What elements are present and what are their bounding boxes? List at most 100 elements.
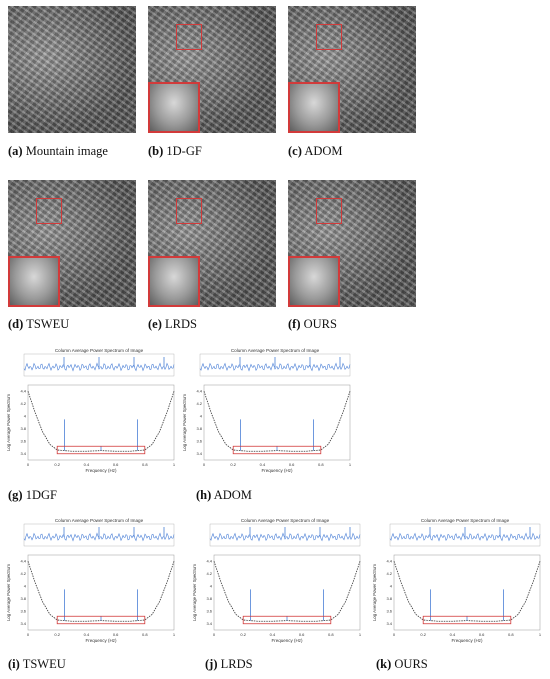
x-tick-label: 0.6 bbox=[299, 632, 305, 637]
zoom-inset bbox=[8, 256, 60, 307]
plot-1dgf: Column Average Power Spectrum of Image 0 0… bbox=[6, 348, 176, 473]
y-axis-label: Log Average Power Spectrum bbox=[6, 394, 11, 451]
x-tick-label: 0.8 bbox=[142, 462, 148, 467]
top-plot-title: Column Average Power Spectrum of Image bbox=[231, 348, 320, 353]
highlight-box bbox=[242, 615, 332, 625]
highlight-box bbox=[422, 615, 512, 625]
y-axis-label: Log Average Power Spectrum bbox=[6, 564, 11, 621]
highlight-box bbox=[232, 445, 322, 455]
top-plot-title: Column Average Power Spectrum of Image bbox=[55, 348, 144, 353]
x-tick-label: 0 bbox=[213, 632, 216, 637]
y-tick-label: 4 bbox=[390, 584, 393, 589]
image-ours bbox=[288, 180, 416, 307]
spectrum-line bbox=[213, 561, 361, 622]
plot-frame bbox=[203, 384, 351, 461]
y-tick-label: 4.4 bbox=[20, 559, 26, 564]
x-axis-label: Frequency (Hz) bbox=[451, 638, 483, 643]
top-plot-series bbox=[23, 362, 175, 372]
y-tick-label: 4.4 bbox=[20, 389, 26, 394]
y-tick-label: 3.6 bbox=[20, 609, 26, 614]
y-tick-label: 4.2 bbox=[386, 571, 392, 576]
x-tick-label: 0.6 bbox=[113, 632, 119, 637]
y-tick-label: 3.8 bbox=[20, 596, 26, 601]
x-tick-label: 0.2 bbox=[54, 462, 60, 467]
spectrum-line bbox=[203, 391, 351, 452]
x-axis-label: Frequency (Hz) bbox=[85, 638, 117, 643]
image-adom bbox=[288, 6, 416, 133]
top-plot-title: Column Average Power Spectrum of Image bbox=[241, 518, 330, 523]
y-tick-label: 4.2 bbox=[20, 571, 26, 576]
top-plot-title: Column Average Power Spectrum of Image bbox=[55, 518, 144, 523]
x-tick-label: 0 bbox=[203, 462, 206, 467]
y-tick-label: 3.6 bbox=[386, 609, 392, 614]
y-tick-label: 4.2 bbox=[206, 571, 212, 576]
caption-b: (b) 1D-GF bbox=[148, 144, 202, 158]
x-tick-label: 0.8 bbox=[142, 632, 148, 637]
x-tick-label: 0.8 bbox=[318, 462, 324, 467]
x-tick-label: 1 bbox=[173, 462, 176, 467]
plot-ours: Column Average Power Spectrum of Image 0 0… bbox=[372, 518, 542, 643]
caption-a: (a) Mountain image bbox=[8, 144, 108, 158]
y-tick-label: 3.8 bbox=[196, 426, 202, 431]
x-tick-label: 1 bbox=[359, 632, 362, 637]
y-tick-label: 4.4 bbox=[206, 559, 212, 564]
x-axis-label: Frequency (Hz) bbox=[85, 468, 117, 473]
x-tick-label: 0.6 bbox=[479, 632, 485, 637]
top-plot-series bbox=[23, 532, 175, 542]
x-tick-label: 0 bbox=[27, 632, 30, 637]
y-tick-label: 4 bbox=[210, 584, 213, 589]
caption-j: (j) LRDS bbox=[205, 657, 253, 671]
image-tsweu bbox=[8, 180, 136, 307]
x-tick-label: 0.8 bbox=[328, 632, 334, 637]
y-tick-label: 3.6 bbox=[206, 609, 212, 614]
plot-frame bbox=[213, 554, 361, 631]
zoom-inset bbox=[288, 82, 340, 133]
x-tick-label: 0.4 bbox=[84, 462, 90, 467]
y-axis-label: Log Average Power Spectrum bbox=[372, 564, 377, 621]
plot-frame bbox=[27, 384, 175, 461]
x-tick-label: 0.8 bbox=[508, 632, 514, 637]
top-plot-title: Column Average Power Spectrum of Image bbox=[421, 518, 510, 523]
y-tick-label: 3.4 bbox=[206, 621, 212, 626]
x-tick-label: 0.6 bbox=[289, 462, 295, 467]
x-tick-label: 0.4 bbox=[450, 632, 456, 637]
y-tick-label: 4.4 bbox=[196, 389, 202, 394]
y-tick-label: 3.8 bbox=[20, 426, 26, 431]
x-tick-label: 0 bbox=[393, 632, 396, 637]
plot-adom: Column Average Power Spectrum of Image 0 0… bbox=[182, 348, 352, 473]
x-axis-label: Frequency (Hz) bbox=[271, 638, 303, 643]
y-tick-label: 3.4 bbox=[196, 451, 202, 456]
zoom-inset bbox=[148, 256, 200, 307]
y-tick-label: 3.8 bbox=[206, 596, 212, 601]
y-tick-label: 4.2 bbox=[20, 401, 26, 406]
plot-lrds: Column Average Power Spectrum of Image 0 0… bbox=[192, 518, 362, 643]
top-plot-series bbox=[389, 532, 541, 542]
caption-g: (g) 1DGF bbox=[8, 488, 57, 502]
y-tick-label: 3.6 bbox=[20, 439, 26, 444]
x-axis-label: Frequency (Hz) bbox=[261, 468, 293, 473]
y-tick-label: 4 bbox=[200, 414, 203, 419]
y-tick-label: 3.4 bbox=[20, 451, 26, 456]
highlight-box bbox=[56, 445, 146, 455]
top-plot-series bbox=[199, 362, 351, 372]
caption-c: (c) ADOM bbox=[288, 144, 343, 158]
y-tick-label: 3.8 bbox=[386, 596, 392, 601]
zoom-inset bbox=[148, 82, 200, 133]
plot-tsweu: Column Average Power Spectrum of Image 0 0… bbox=[6, 518, 176, 643]
x-tick-label: 1 bbox=[173, 632, 176, 637]
x-tick-label: 0.4 bbox=[84, 632, 90, 637]
x-tick-label: 0.2 bbox=[240, 632, 246, 637]
y-axis-label: Log Average Power Spectrum bbox=[182, 394, 187, 451]
spectrum-line bbox=[393, 561, 541, 622]
x-tick-label: 0.4 bbox=[270, 632, 276, 637]
zoom-inset bbox=[288, 256, 340, 307]
x-tick-label: 0.6 bbox=[113, 462, 119, 467]
plot-frame bbox=[27, 554, 175, 631]
caption-k: (k) OURS bbox=[376, 657, 428, 671]
y-tick-label: 4 bbox=[24, 414, 27, 419]
image-mountain bbox=[8, 6, 136, 133]
y-axis-label: Log Average Power Spectrum bbox=[192, 564, 197, 621]
x-tick-label: 1 bbox=[539, 632, 542, 637]
x-tick-label: 0.2 bbox=[420, 632, 426, 637]
caption-i: (i) TSWEU bbox=[8, 657, 66, 671]
